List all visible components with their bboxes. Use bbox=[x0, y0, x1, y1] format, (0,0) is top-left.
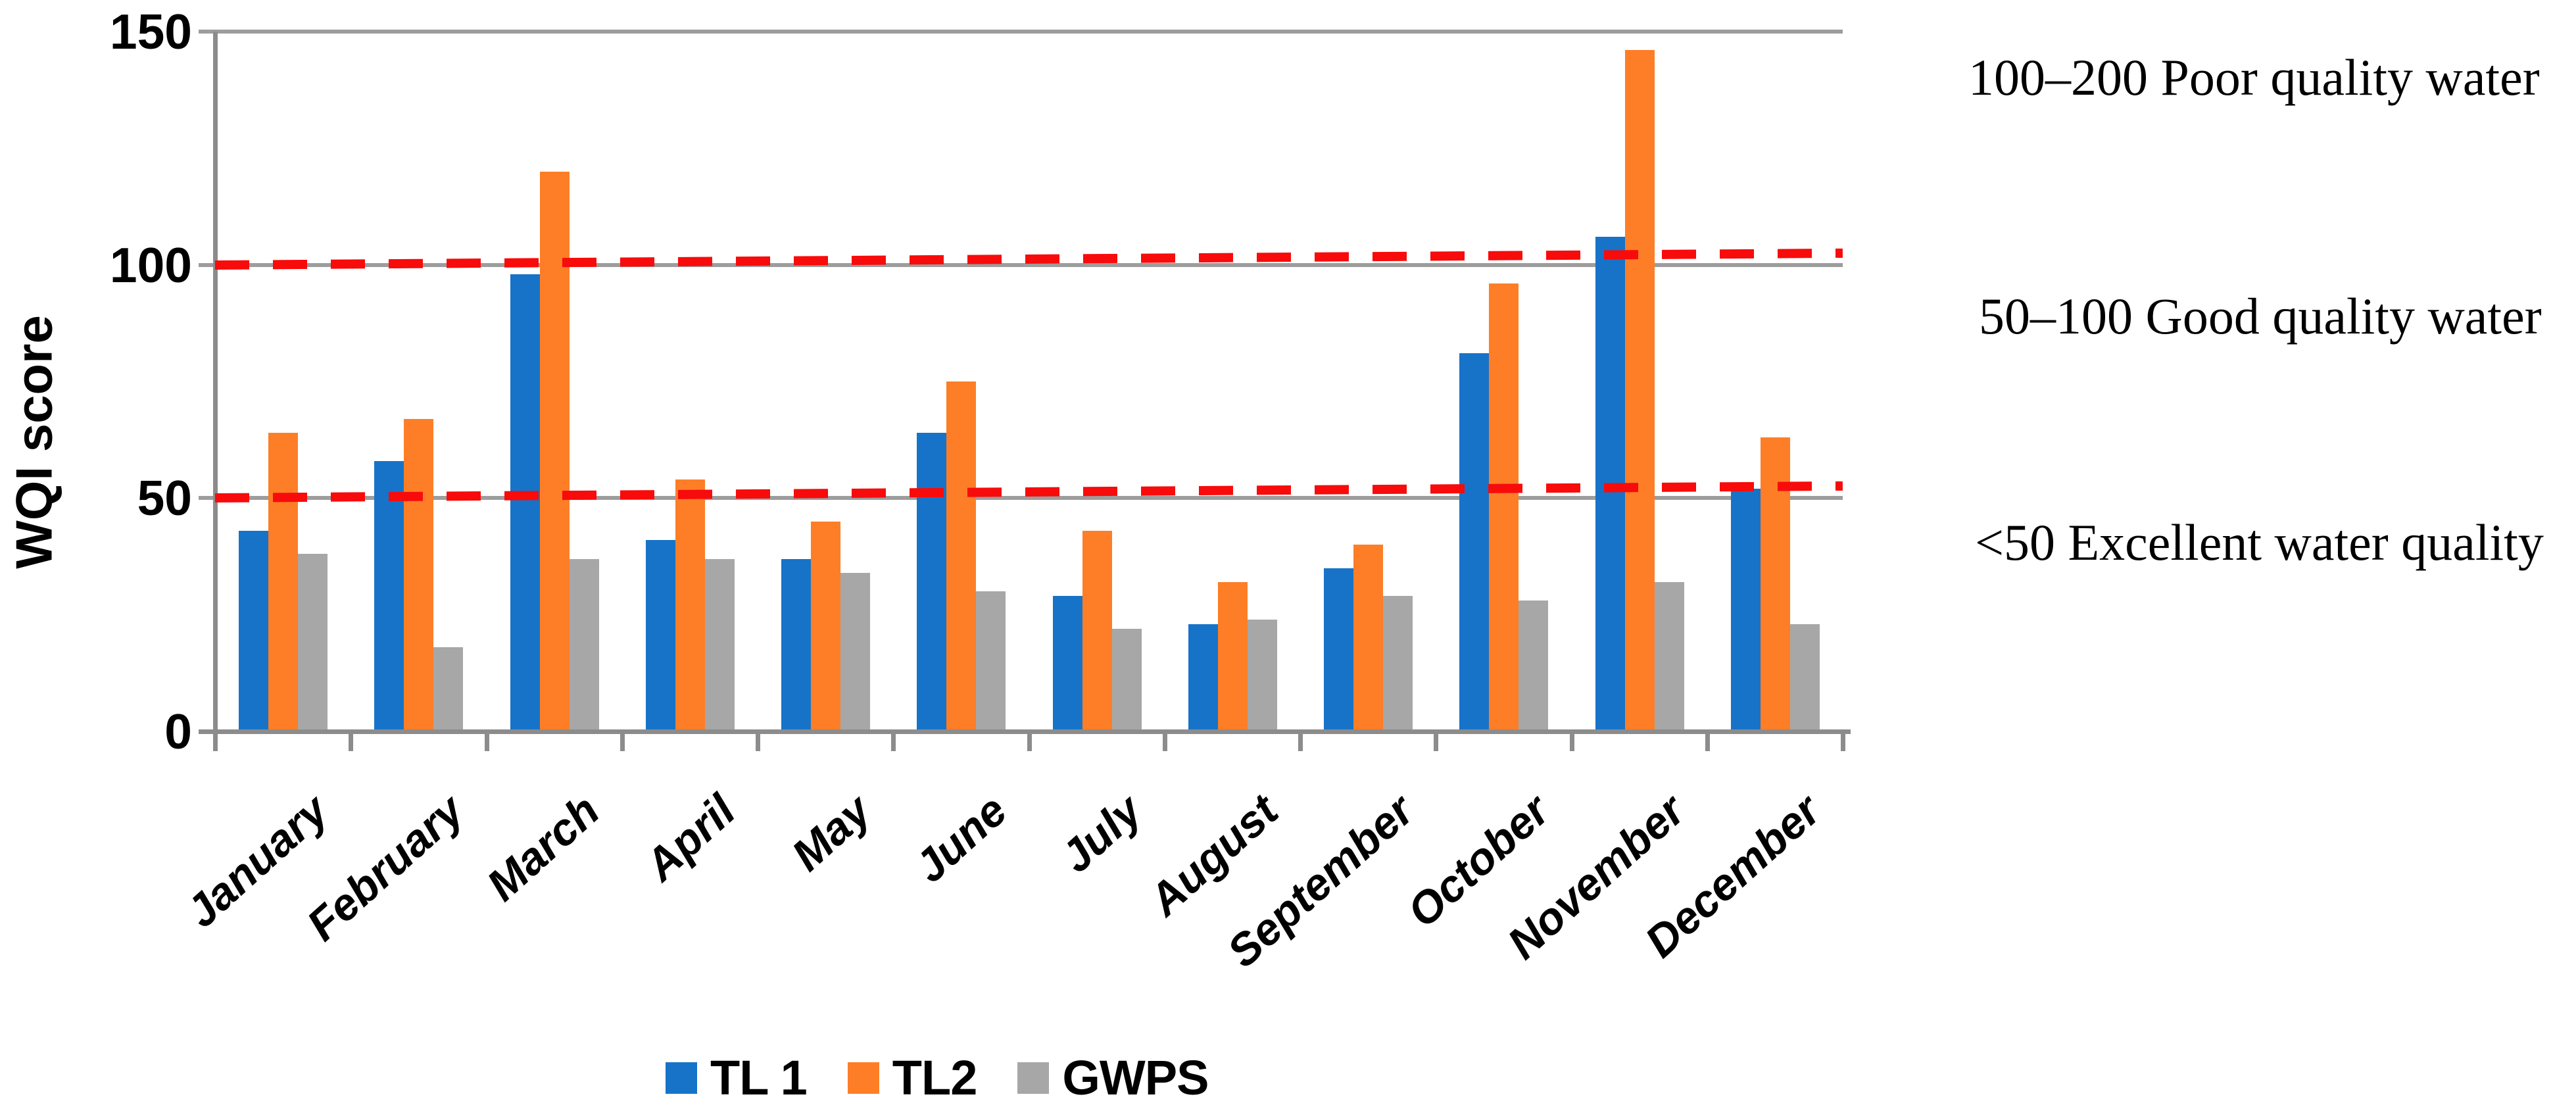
bar-tl1-february bbox=[374, 460, 404, 731]
y-tick-label-0: 0 bbox=[164, 704, 192, 759]
bar-tl1-july bbox=[1052, 596, 1082, 731]
bar-tl1-december bbox=[1730, 489, 1761, 731]
bar-tl2-october bbox=[1489, 283, 1519, 731]
x-axis-tick bbox=[1841, 731, 1845, 751]
x-axis-tick bbox=[1434, 731, 1439, 751]
bar-gwps-august bbox=[1247, 619, 1277, 731]
bar-gwps-october bbox=[1519, 601, 1549, 731]
x-axis-tick bbox=[1705, 731, 1710, 751]
bar-tl1-march bbox=[510, 274, 540, 731]
x-axis-tick bbox=[756, 731, 760, 751]
legend-swatch-tl2 bbox=[847, 1062, 879, 1094]
legend-label-tl2: TL2 bbox=[892, 1050, 978, 1105]
bar-tl1-october bbox=[1459, 353, 1490, 731]
bar-tl1-may bbox=[781, 558, 811, 731]
annotation-good-quality-range: 50–100 Good quality water bbox=[1979, 287, 2542, 345]
bar-group-july bbox=[1029, 32, 1165, 731]
bar-tl2-april bbox=[675, 479, 705, 731]
bar-group-january bbox=[215, 32, 351, 731]
bar-gwps-june bbox=[976, 591, 1006, 731]
bar-tl2-march bbox=[539, 171, 570, 731]
bar-group-september bbox=[1300, 32, 1436, 731]
y-axis-line bbox=[213, 32, 218, 750]
bar-tl2-june bbox=[946, 381, 977, 731]
y-tick-label-150: 150 bbox=[109, 4, 192, 59]
bar-group-april bbox=[622, 32, 758, 731]
bar-gwps-march bbox=[569, 558, 599, 731]
bar-tl1-january bbox=[239, 531, 268, 731]
bar-tl1-august bbox=[1188, 624, 1218, 731]
x-label-april: April bbox=[635, 785, 745, 891]
legend-item-gwps: GWPS bbox=[1017, 1050, 1209, 1105]
x-axis-line bbox=[199, 729, 1851, 734]
x-label-march: March bbox=[477, 785, 610, 911]
x-axis-tick bbox=[484, 731, 489, 751]
bar-group-march bbox=[487, 32, 622, 731]
gridline-100 bbox=[199, 262, 1843, 267]
bar-tl2-may bbox=[811, 521, 840, 731]
x-axis-tick bbox=[1569, 731, 1574, 751]
bar-gwps-november bbox=[1654, 582, 1684, 731]
gridline-150 bbox=[199, 30, 1843, 34]
x-label-may: May bbox=[782, 785, 881, 881]
x-label-june: June bbox=[904, 785, 1016, 893]
bar-tl2-september bbox=[1353, 545, 1383, 731]
x-axis-tick bbox=[891, 731, 896, 751]
gridline-50 bbox=[199, 496, 1843, 501]
legend-label-tl1: TL 1 bbox=[710, 1050, 808, 1105]
bar-gwps-april bbox=[704, 558, 735, 731]
bar-tl1-april bbox=[645, 540, 675, 731]
bar-gwps-december bbox=[1789, 624, 1820, 731]
bar-gwps-september bbox=[1383, 596, 1413, 731]
x-axis-tick bbox=[349, 731, 354, 751]
legend-swatch-tl1 bbox=[666, 1062, 697, 1094]
bar-tl1-june bbox=[917, 433, 947, 731]
legend-item-tl2: TL2 bbox=[847, 1050, 978, 1105]
bar-tl2-november bbox=[1624, 50, 1655, 731]
y-tick-label-50: 50 bbox=[137, 470, 192, 526]
legend-swatch-gwps bbox=[1017, 1062, 1050, 1094]
bar-tl2-february bbox=[404, 418, 434, 731]
x-axis-tick bbox=[1298, 731, 1303, 751]
bar-tl2-january bbox=[268, 433, 298, 731]
x-axis-tick bbox=[213, 731, 218, 751]
bar-tl2-august bbox=[1217, 582, 1248, 731]
x-axis-tick bbox=[1027, 731, 1032, 751]
bar-gwps-may bbox=[840, 572, 870, 731]
bar-tl1-september bbox=[1324, 568, 1353, 731]
bar-group-june bbox=[893, 32, 1029, 731]
x-label-july: July bbox=[1052, 785, 1152, 883]
plot-area bbox=[199, 30, 1851, 751]
bar-gwps-january bbox=[298, 554, 328, 731]
bar-group-october bbox=[1436, 32, 1571, 731]
bar-group-february bbox=[351, 32, 486, 731]
bar-group-august bbox=[1165, 32, 1300, 731]
x-axis-tick bbox=[1162, 731, 1167, 751]
bar-group-december bbox=[1707, 32, 1843, 731]
y-tick-label-100: 100 bbox=[109, 237, 192, 293]
bar-gwps-february bbox=[433, 647, 464, 731]
annotation-poor-quality-range: 100–200 Poor quality water bbox=[1968, 49, 2540, 106]
legend: TL 1 TL2 GWPS bbox=[666, 1050, 1209, 1105]
legend-label-gwps: GWPS bbox=[1062, 1050, 1209, 1105]
annotation-excellent-quality-range: <50 Excellent water quality bbox=[1975, 514, 2544, 571]
bar-tl2-july bbox=[1082, 531, 1112, 731]
bar-gwps-july bbox=[1111, 628, 1142, 731]
bar-group-november bbox=[1572, 32, 1707, 731]
legend-item-tl1: TL 1 bbox=[666, 1050, 808, 1105]
bar-group-may bbox=[758, 32, 893, 731]
y-axis-title: WQI score bbox=[5, 315, 63, 569]
x-axis-tick bbox=[620, 731, 625, 751]
